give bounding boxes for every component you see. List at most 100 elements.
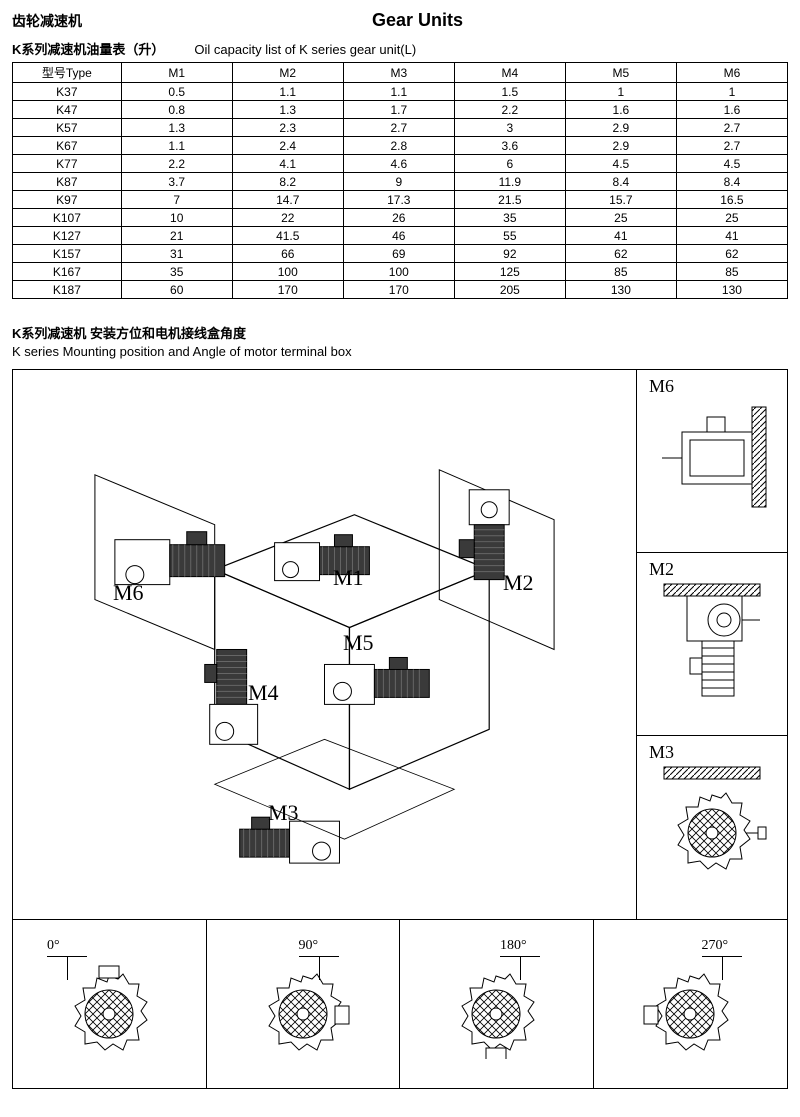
iso-label: M3	[268, 800, 299, 826]
angle-label: 270°	[702, 938, 729, 954]
table-cell: 62	[565, 245, 676, 263]
table-cell: 2.3	[232, 119, 343, 137]
table-cell: 130	[565, 281, 676, 299]
table-cell: 41	[565, 227, 676, 245]
table-cell: 1.6	[676, 101, 787, 119]
table-cell: 170	[343, 281, 454, 299]
table-cell: 1.1	[121, 137, 232, 155]
angle-cell: 90°	[207, 920, 401, 1088]
table-cell: K67	[13, 137, 122, 155]
table-cell: 1.3	[232, 101, 343, 119]
table-cell: 17.3	[343, 191, 454, 209]
table-cell: 25	[676, 209, 787, 227]
table-cell: 21.5	[454, 191, 565, 209]
table-cell: 11.9	[454, 173, 565, 191]
table-cell: 6	[454, 155, 565, 173]
table-header: 型号Type	[13, 63, 122, 83]
table-cell: 16.5	[676, 191, 787, 209]
table-cell: 4.5	[676, 155, 787, 173]
table-cell: K157	[13, 245, 122, 263]
table-cell: 66	[232, 245, 343, 263]
table-cell: 69	[343, 245, 454, 263]
table-cell: 1.1	[343, 83, 454, 101]
angle-cell: 0°	[13, 920, 207, 1088]
table-row: K107102226352525	[13, 209, 788, 227]
table-cell: 31	[121, 245, 232, 263]
side-cell-m6: M6	[637, 370, 787, 553]
table-cell: 100	[343, 263, 454, 281]
table-cell: 1.6	[565, 101, 676, 119]
iso-label: M2	[503, 570, 534, 596]
table-row: K97714.717.321.515.716.5	[13, 191, 788, 209]
table-cell: 62	[676, 245, 787, 263]
table-header: M3	[343, 63, 454, 83]
table-cell: 60	[121, 281, 232, 299]
table-cell: 4.1	[232, 155, 343, 173]
table-cell: K167	[13, 263, 122, 281]
table-header: M6	[676, 63, 787, 83]
mounting-diagram-frame: M6 M1 M2 M5 M4 M3 M6 M2	[12, 369, 788, 1089]
angle-label: 90°	[299, 938, 319, 954]
angle-label: 180°	[500, 938, 527, 954]
table-cell: 170	[232, 281, 343, 299]
table-row: K370.51.11.11.511	[13, 83, 788, 101]
table-cell: 1.7	[343, 101, 454, 119]
table-cell: 130	[676, 281, 787, 299]
table-header: M2	[232, 63, 343, 83]
table-cell: 2.7	[676, 137, 787, 155]
motor-end-icon	[248, 949, 358, 1059]
angle-cell: 270°	[594, 920, 788, 1088]
side-label-m2: M2	[649, 559, 674, 580]
table-row: K873.78.2911.98.48.4	[13, 173, 788, 191]
table-cell: K97	[13, 191, 122, 209]
table-cell: 41	[676, 227, 787, 245]
table-cell: 2.8	[343, 137, 454, 155]
table-cell: 1.5	[454, 83, 565, 101]
table-row: K772.24.14.664.54.5	[13, 155, 788, 173]
motor-end-icon	[635, 949, 745, 1059]
table-cell: 100	[232, 263, 343, 281]
table-cell: 2.7	[676, 119, 787, 137]
table-cell: 2.9	[565, 137, 676, 155]
en-title: Gear Units	[372, 10, 463, 31]
table-header: M1	[121, 63, 232, 83]
table-cell: 25	[565, 209, 676, 227]
table-cell: K57	[13, 119, 122, 137]
table-cell: 21	[121, 227, 232, 245]
iso-label: M6	[113, 580, 144, 606]
side-cell-m3: M3	[637, 736, 787, 919]
table-cell: 0.8	[121, 101, 232, 119]
table-cell: 2.2	[454, 101, 565, 119]
table-cell: 92	[454, 245, 565, 263]
iso-label: M5	[343, 630, 374, 656]
iso-label: M4	[248, 680, 279, 706]
table-cell: 22	[232, 209, 343, 227]
table-cell: 7	[121, 191, 232, 209]
table-cell: 3.7	[121, 173, 232, 191]
table-cell: 2.4	[232, 137, 343, 155]
table-cell: 1	[676, 83, 787, 101]
table-cell: K47	[13, 101, 122, 119]
table-cell: 55	[454, 227, 565, 245]
table-cell: 10	[121, 209, 232, 227]
table-row: K157316669926262	[13, 245, 788, 263]
table-cell: 3.6	[454, 137, 565, 155]
table-cell: 1.3	[121, 119, 232, 137]
table-cell: 8.2	[232, 173, 343, 191]
iso-label: M1	[333, 565, 364, 591]
angle-label: 0°	[47, 938, 60, 954]
oil-capacity-table: 型号TypeM1M2M3M4M5M6 K370.51.11.11.511K470…	[12, 62, 788, 299]
table-cell: 205	[454, 281, 565, 299]
table-cell: K87	[13, 173, 122, 191]
en-subtitle: Oil capacity list of K series gear unit(…	[194, 42, 416, 57]
table-header: M4	[454, 63, 565, 83]
table-cell: 9	[343, 173, 454, 191]
cn-title: 齿轮减速机	[12, 11, 82, 31]
side-label-m3: M3	[649, 742, 674, 763]
table-cell: 85	[565, 263, 676, 281]
table-cell: 26	[343, 209, 454, 227]
table-row: K1272141.546554141	[13, 227, 788, 245]
table-cell: 2.7	[343, 119, 454, 137]
table-row: K18760170170205130130	[13, 281, 788, 299]
table-cell: 2.9	[565, 119, 676, 137]
